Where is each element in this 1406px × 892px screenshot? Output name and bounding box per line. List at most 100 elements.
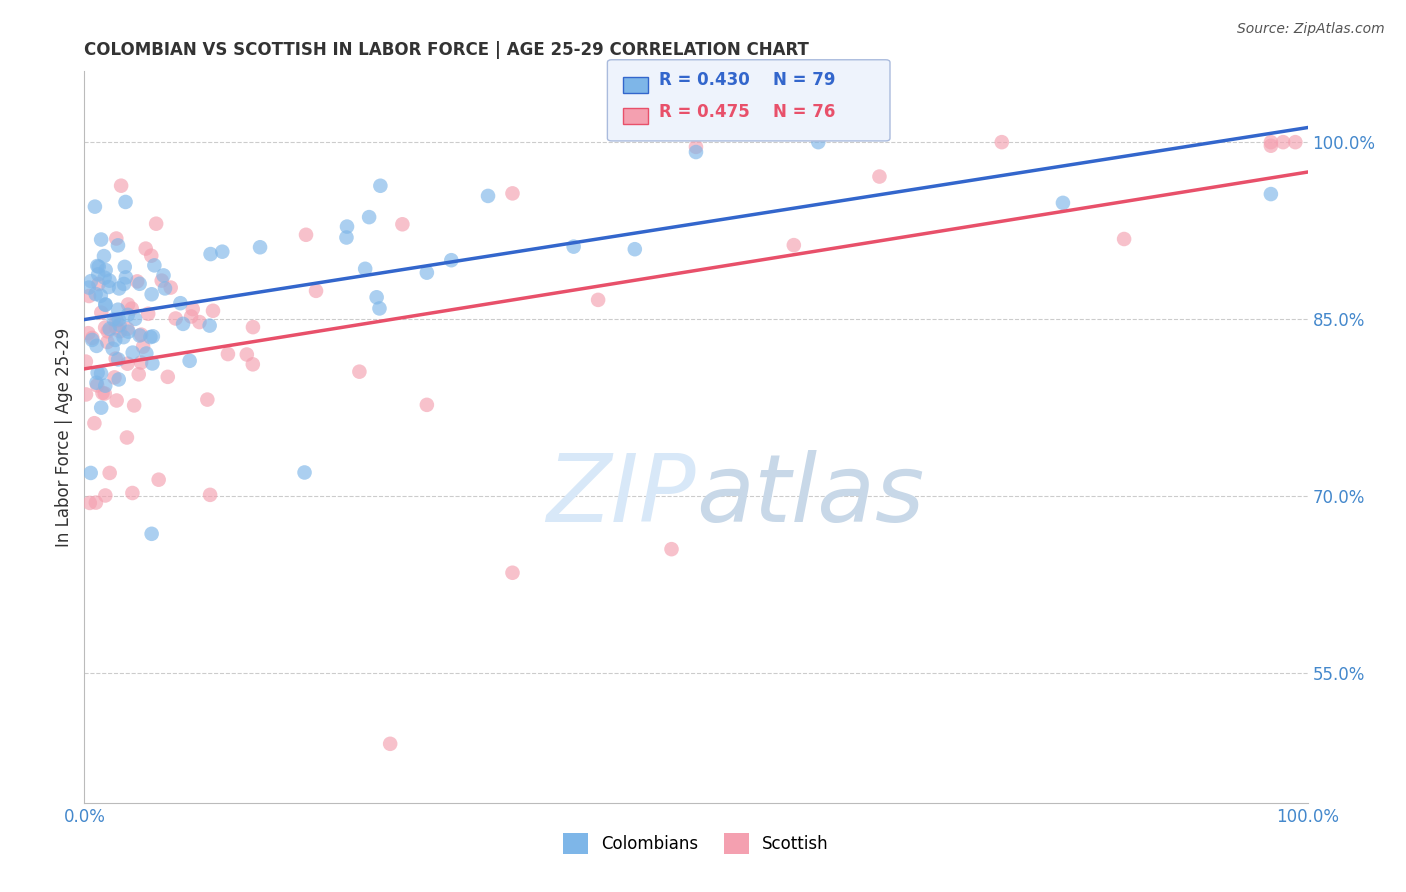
- Point: [121, 486, 143, 500]
- Point: [128, 328, 150, 343]
- Point: [77, 326, 100, 341]
- Point: [1260, 135, 1282, 149]
- Point: [90, 305, 112, 319]
- Point: [97, 325, 120, 339]
- Point: [336, 219, 359, 234]
- Point: [90, 401, 112, 415]
- Point: [80, 466, 103, 480]
- Point: [991, 135, 1014, 149]
- Point: [152, 268, 174, 283]
- Point: [77, 280, 100, 294]
- Point: [107, 372, 129, 386]
- Point: [110, 178, 132, 193]
- Point: [104, 351, 127, 366]
- Point: [172, 317, 194, 331]
- Point: [294, 466, 316, 480]
- Point: [107, 312, 129, 326]
- Point: [117, 325, 139, 339]
- Point: [115, 430, 138, 444]
- Point: [93, 386, 115, 401]
- Point: [117, 297, 139, 311]
- Point: [101, 342, 124, 356]
- Text: Source: ZipAtlas.com: Source: ZipAtlas.com: [1237, 22, 1385, 37]
- Point: [82, 333, 104, 347]
- Text: N = 79: N = 79: [773, 71, 835, 89]
- Point: [103, 312, 125, 326]
- Point: [128, 368, 150, 382]
- Point: [586, 293, 609, 307]
- Point: [150, 274, 173, 288]
- Point: [83, 416, 105, 430]
- Point: [181, 302, 204, 317]
- Point: [107, 352, 129, 367]
- Point: [86, 339, 108, 353]
- Point: [93, 249, 115, 263]
- Point: [135, 346, 157, 360]
- Point: [143, 259, 166, 273]
- Point: [200, 247, 222, 261]
- Point: [1260, 187, 1282, 202]
- Point: [685, 145, 707, 159]
- Point: [249, 240, 271, 254]
- Point: [86, 259, 108, 273]
- Point: [112, 277, 135, 291]
- Point: [97, 280, 120, 294]
- Point: [105, 231, 128, 245]
- Point: [105, 393, 128, 408]
- Point: [783, 238, 806, 252]
- Text: N = 76: N = 76: [773, 103, 835, 120]
- Point: [145, 217, 167, 231]
- Text: R = 0.475: R = 0.475: [659, 103, 751, 120]
- Point: [87, 268, 110, 282]
- Point: [624, 242, 647, 256]
- Point: [117, 357, 139, 371]
- Point: [127, 274, 149, 288]
- Point: [75, 387, 97, 401]
- Point: [1260, 138, 1282, 153]
- Point: [84, 287, 107, 301]
- Point: [128, 277, 150, 291]
- Point: [108, 324, 131, 338]
- Point: [685, 140, 707, 154]
- Point: [236, 347, 259, 361]
- Point: [94, 320, 117, 334]
- Point: [87, 277, 110, 291]
- Point: [295, 227, 318, 242]
- Point: [87, 260, 110, 274]
- Point: [198, 488, 221, 502]
- Point: [562, 239, 585, 253]
- Point: [84, 495, 107, 509]
- Point: [80, 274, 103, 288]
- Point: [86, 366, 108, 380]
- Point: [129, 355, 152, 369]
- Point: [807, 135, 830, 149]
- Point: [82, 331, 104, 345]
- Point: [91, 386, 114, 401]
- Point: [79, 496, 101, 510]
- Point: [98, 322, 121, 336]
- Point: [94, 488, 117, 502]
- Point: [90, 289, 112, 303]
- Point: [96, 334, 118, 349]
- Point: [141, 526, 163, 541]
- Point: [86, 376, 108, 390]
- Point: [198, 318, 221, 333]
- Point: [242, 320, 264, 334]
- Point: [366, 290, 388, 304]
- Point: [141, 287, 163, 301]
- Point: [117, 322, 139, 336]
- Point: [201, 303, 224, 318]
- Point: [94, 297, 117, 311]
- Point: [661, 542, 683, 557]
- Point: [169, 296, 191, 310]
- Point: [217, 347, 239, 361]
- Point: [195, 392, 218, 407]
- Point: [90, 233, 112, 247]
- Point: [94, 298, 117, 312]
- Point: [502, 186, 524, 201]
- Text: ZIP: ZIP: [547, 450, 696, 541]
- Text: COLOMBIAN VS SCOTTISH IN LABOR FORCE | AGE 25-29 CORRELATION CHART: COLOMBIAN VS SCOTTISH IN LABOR FORCE | A…: [84, 41, 810, 59]
- Point: [165, 311, 187, 326]
- Point: [869, 169, 891, 184]
- Point: [1114, 232, 1136, 246]
